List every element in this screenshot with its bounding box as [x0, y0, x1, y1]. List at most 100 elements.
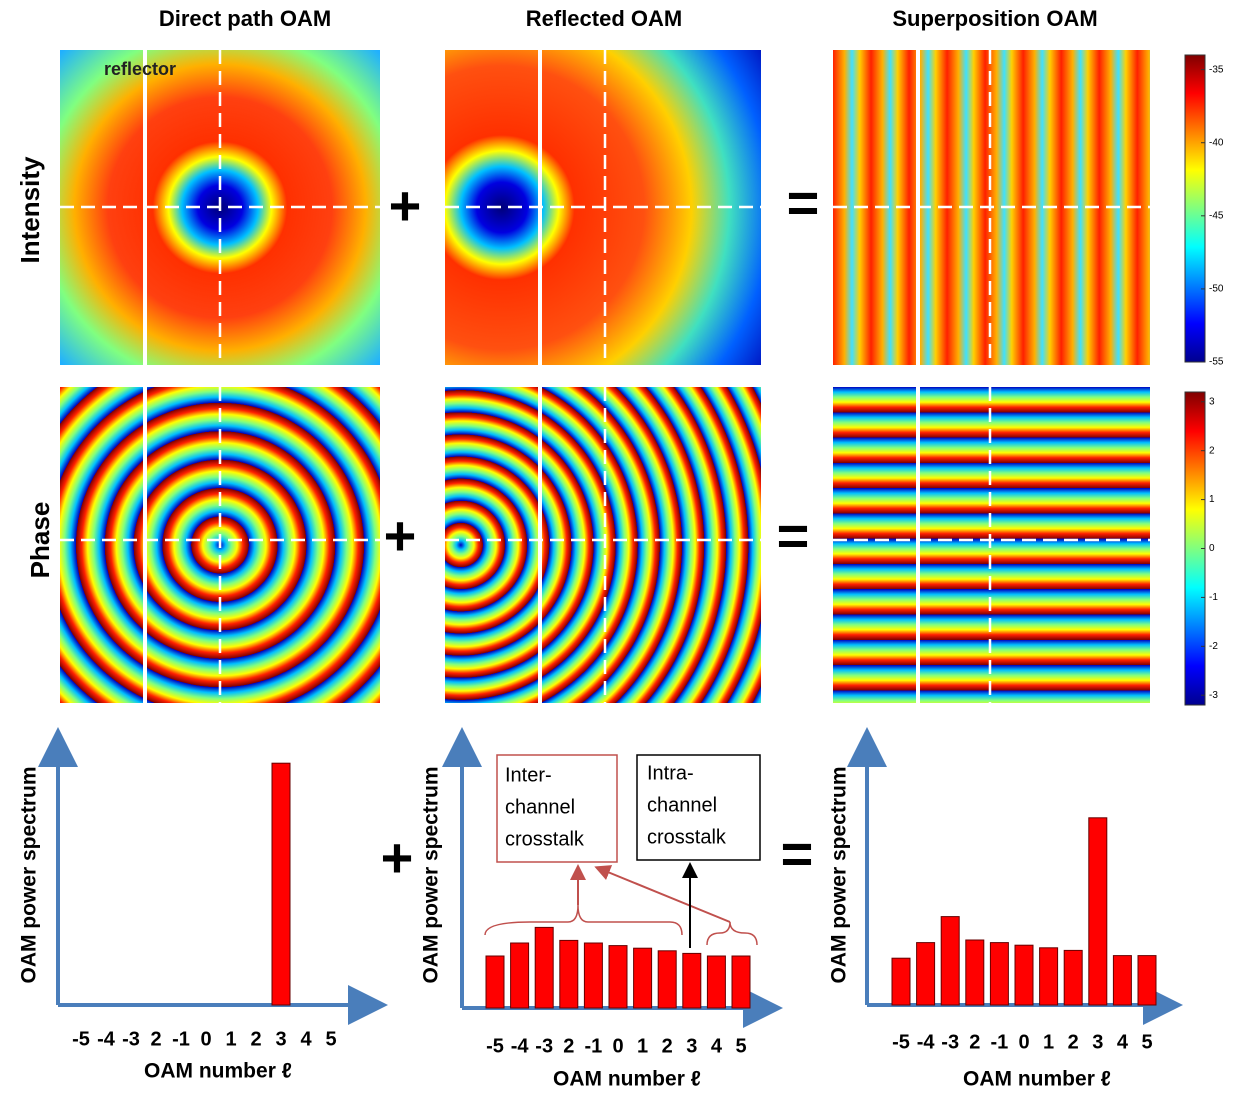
x-tick-label: 0	[612, 1035, 623, 1057]
operator: +	[381, 826, 414, 889]
y-axis-label: OAM power spectrum	[828, 766, 851, 983]
brace	[484, 904, 683, 936]
bar	[1014, 944, 1034, 1006]
x-tick-label: 2	[969, 1031, 980, 1053]
bar	[1088, 817, 1108, 1006]
brace	[706, 921, 758, 946]
bar	[633, 947, 653, 1009]
bar	[583, 942, 603, 1009]
x-axis-label: OAM number ℓ	[963, 1068, 1111, 1091]
bar	[706, 955, 726, 1009]
colorbar-tick-label: -35	[1209, 64, 1224, 75]
colorbar-tick-label: -40	[1209, 137, 1224, 148]
colorbar-tick-label: -3	[1209, 690, 1218, 701]
operator: =	[781, 822, 814, 885]
bar	[657, 950, 677, 1009]
bar	[891, 957, 911, 1006]
inter-box	[496, 754, 618, 863]
bar	[608, 945, 628, 1009]
x-tick-label: -3	[535, 1035, 553, 1057]
x-tick-label: -1	[172, 1028, 190, 1050]
bar	[916, 942, 936, 1006]
row-label: Phase	[25, 502, 55, 579]
bar	[534, 926, 554, 1009]
x-tick-label: -4	[511, 1035, 530, 1057]
x-tick-label: 5	[735, 1035, 746, 1057]
operator: +	[389, 174, 422, 237]
reflector-lines	[143, 50, 920, 703]
bar	[510, 942, 530, 1009]
colorbar-tick-label: -50	[1209, 284, 1224, 295]
colorbar-tick-label: 3	[1209, 396, 1215, 407]
bar	[1039, 947, 1059, 1006]
x-tick-label: 0	[1018, 1031, 1029, 1053]
intra-box	[636, 754, 761, 861]
x-axis-label: OAM number ℓ	[553, 1068, 701, 1091]
operator: +	[384, 504, 417, 567]
y-axis-label: OAM power spectrum	[420, 766, 443, 983]
annotation: channel	[647, 794, 717, 816]
colorbar	[1184, 54, 1206, 363]
x-axis-label: OAM number ℓ	[144, 1060, 292, 1083]
x-tick-label: -3	[941, 1031, 959, 1053]
bar	[1112, 955, 1132, 1006]
colorbar-tick-label: 0	[1209, 543, 1215, 554]
column-title: Superposition OAM	[892, 6, 1097, 31]
bar	[485, 955, 505, 1009]
colorbar-tick-label: -55	[1209, 357, 1224, 368]
operator: =	[777, 504, 810, 567]
x-tick-label: -1	[585, 1035, 603, 1057]
y-axis-label: OAM power spectrum	[18, 766, 41, 983]
x-tick-label: 2	[563, 1035, 574, 1057]
x-tick-label: 2	[1068, 1031, 1079, 1053]
bar	[940, 916, 960, 1006]
heatmaps	[60, 50, 1206, 706]
annotation: Intra-	[647, 762, 694, 784]
bar	[1063, 949, 1083, 1006]
colorbar-tick-label: -45	[1209, 210, 1224, 221]
x-tick-label: 1	[637, 1035, 648, 1057]
x-tick-label: -3	[122, 1028, 140, 1050]
bar	[682, 952, 702, 1009]
x-tick-label: 2	[150, 1028, 161, 1050]
x-tick-label: -4	[917, 1031, 936, 1053]
x-tick-label: 4	[711, 1035, 723, 1057]
bar	[1137, 955, 1157, 1006]
colorbar-tick-label: -1	[1209, 592, 1218, 603]
x-tick-label: 0	[200, 1028, 211, 1050]
x-tick-label: 2	[662, 1035, 673, 1057]
arrow	[594, 865, 731, 923]
annotation: channel	[505, 796, 575, 818]
x-tick-label: 1	[1043, 1031, 1054, 1053]
phase-map	[445, 387, 761, 703]
x-tick-label: 2	[250, 1028, 261, 1050]
column-title: Reflected OAM	[526, 6, 682, 31]
x-tick-label: -1	[991, 1031, 1009, 1053]
colorbar-tick-label: 1	[1209, 494, 1215, 505]
bar	[559, 939, 579, 1009]
row-label: Intensity	[15, 156, 45, 263]
x-tick-label: -5	[892, 1031, 910, 1053]
bar	[731, 955, 751, 1009]
x-tick-label: 5	[1141, 1031, 1152, 1053]
x-tick-label: 5	[325, 1028, 336, 1050]
x-tick-label: 4	[1117, 1031, 1129, 1053]
annotation: crosstalk	[505, 828, 585, 850]
x-tick-label: 1	[225, 1028, 236, 1050]
bar	[965, 939, 985, 1006]
x-tick-label: -4	[97, 1028, 116, 1050]
bar	[989, 942, 1009, 1006]
column-title: Direct path OAM	[159, 6, 331, 31]
annotation: Inter-	[505, 764, 552, 786]
operator: =	[787, 171, 820, 234]
reflector-label: reflector	[104, 59, 176, 79]
x-tick-label: -5	[72, 1028, 90, 1050]
x-tick-label: 3	[275, 1028, 286, 1050]
colorbar-tick-label: -2	[1209, 641, 1218, 652]
annotation: crosstalk	[647, 826, 727, 848]
guide-lines	[60, 50, 1150, 703]
x-tick-label: 4	[300, 1028, 312, 1050]
phase-map	[833, 387, 1150, 703]
bar	[271, 762, 291, 1006]
